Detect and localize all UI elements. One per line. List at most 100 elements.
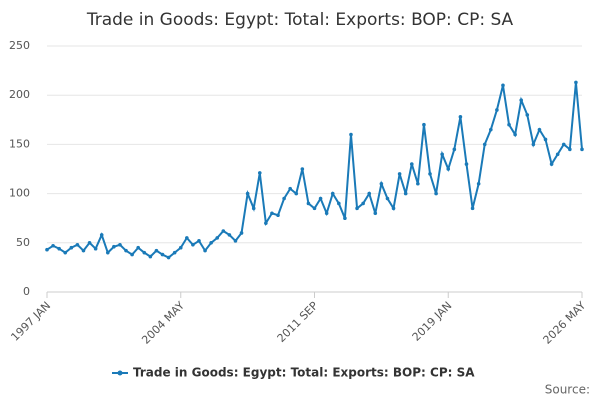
data-point [507,122,511,127]
data-point [257,171,262,175]
data-point [251,206,256,211]
data-point [482,142,487,147]
data-point [209,241,213,245]
data-point [580,147,584,152]
data-point [470,206,475,211]
data-point [537,127,542,132]
data-point [318,196,323,201]
data-point [87,241,92,245]
data-point [166,255,171,260]
x-tick-label: 2026 MAY [541,299,589,347]
x-tick-label: 2004 MAY [139,299,187,347]
data-point [501,83,505,88]
data-point [185,236,189,240]
data-point [306,201,311,206]
data-point [349,132,353,137]
data-point [288,186,292,191]
data-point [355,206,359,211]
chart-title: Trade in Goods: Egypt: Total: Exports: B… [86,10,514,30]
data-point [324,211,329,216]
x-tick-label: 2011 SEP [275,299,321,345]
data-point [434,191,438,196]
data-point [428,172,432,176]
data-point [464,162,469,166]
data-point [148,254,153,259]
data-point [221,229,226,233]
data-point [191,242,195,247]
data-point [489,127,493,132]
data-point [373,211,378,216]
y-tick-label: 200 [9,88,30,101]
data-point [385,196,390,201]
data-point [343,216,347,220]
data-point [239,231,244,235]
data-point [300,167,305,171]
data-point [568,147,572,152]
data-point [561,142,566,147]
data-point [555,152,560,157]
data-point [458,115,463,119]
data-point [513,132,517,137]
data-point [233,239,238,243]
data-point [330,191,335,196]
data-point [446,167,451,171]
data-point [81,248,86,253]
data-point [154,248,159,253]
data-point [440,152,444,157]
data-point [264,221,268,225]
legend-label: Trade in Goods: Egypt: Total: Exports: B… [133,366,475,380]
data-point [403,191,408,196]
data-point [574,80,578,85]
y-tick-label: 50 [16,236,30,249]
data-point [422,122,426,127]
data-point [549,162,554,166]
series-line [46,82,583,259]
data-point [294,191,299,196]
data-point [75,242,80,247]
data-point [416,181,420,186]
data-point [476,181,481,186]
data-point [136,245,140,250]
data-point [172,250,177,255]
x-tick-label: 2019 JAN [410,299,455,344]
data-point [160,252,165,257]
data-point [282,196,286,201]
data-point [118,242,122,247]
data-point [112,244,116,249]
data-point [99,233,104,237]
source: Source: [545,383,590,397]
data-point [45,247,49,252]
legend-marker [117,370,123,376]
data-point [203,248,207,253]
data-point [361,201,365,206]
y-tick-label: 100 [9,187,30,200]
data-point [337,201,341,206]
data-point [452,147,457,152]
data-point [391,206,396,211]
data-point [51,243,55,248]
data-point [57,246,61,251]
data-point [197,239,201,243]
data-point [495,108,499,112]
y-tick-label: 250 [9,39,30,52]
data-point [531,142,536,147]
data-point [409,162,414,166]
data-point [69,245,74,250]
data-point [105,250,110,255]
data-point [63,250,68,255]
data-point [215,236,220,240]
data-point [276,213,280,218]
data-point [312,206,317,211]
data-point [245,191,250,196]
y-tick-label: 0 [23,285,30,298]
data-point [270,211,274,216]
data-point [124,248,128,253]
data-point [178,245,183,250]
data-point [519,98,524,102]
data-point [367,191,372,196]
y-tick-label: 150 [9,137,30,150]
data-point [130,252,134,257]
data-point [543,137,548,142]
data-point [397,172,402,176]
